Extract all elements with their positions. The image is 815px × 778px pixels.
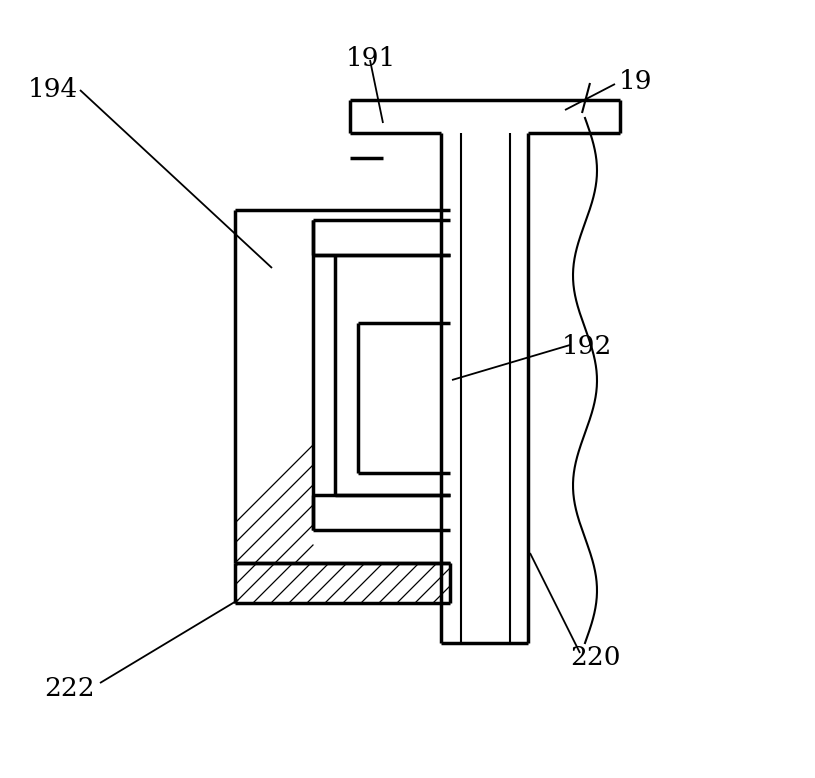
Text: 194: 194 — [28, 77, 78, 102]
Text: 220: 220 — [570, 645, 620, 670]
Text: 222: 222 — [44, 676, 95, 701]
Text: 19: 19 — [619, 69, 653, 94]
Text: 191: 191 — [346, 46, 396, 71]
Text: 192: 192 — [562, 334, 612, 359]
